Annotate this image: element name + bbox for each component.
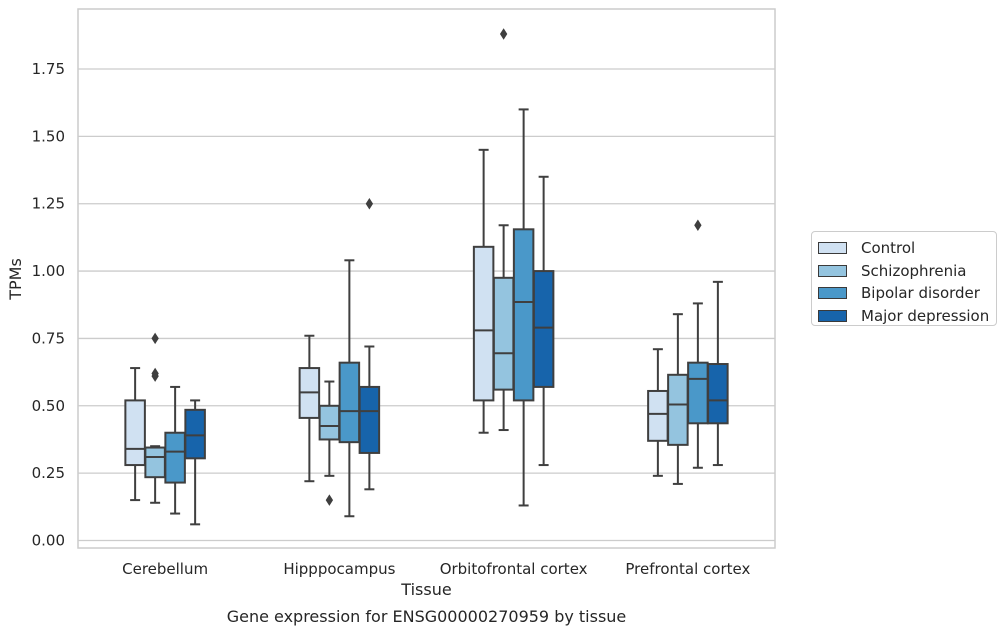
iqr-box <box>532 270 555 388</box>
box-bipolar-disorder <box>512 108 535 507</box>
box-control <box>472 148 495 434</box>
iqr-box <box>512 228 535 402</box>
y-tick-label: 0.25 <box>32 464 65 482</box>
x-tick-label: Cerebellum <box>122 560 208 578</box>
outlier-point <box>151 367 159 380</box>
x-axis-title: Tissue <box>400 580 451 599</box>
legend-item: Schizophrenia <box>818 260 996 283</box>
iqr-box <box>184 408 206 460</box>
legend-swatch <box>818 264 847 277</box>
x-tick-label: Hipppocampus <box>283 560 395 578</box>
legend-label: Bipolar disorder <box>861 284 980 303</box>
y-tick-labels: 0.00 0.25 0.50 0.75 1.00 1.25 1.50 1.75 <box>32 60 65 550</box>
box-schizophrenia <box>492 28 515 432</box>
outlier-point <box>694 219 702 232</box>
iqr-box <box>707 363 729 425</box>
y-tick-label: 0.00 <box>32 532 65 550</box>
y-tick-label: 1.75 <box>32 60 65 78</box>
iqr-box <box>492 276 515 391</box>
iqr-box <box>667 373 689 446</box>
box-control <box>647 348 669 477</box>
iqr-box <box>647 389 669 442</box>
x-tick-label: Prefrontal cortex <box>625 560 750 578</box>
outlier-point <box>151 332 159 345</box>
legend-item: Bipolar disorder <box>818 282 996 305</box>
box-control <box>298 334 321 483</box>
iqr-box <box>358 385 381 454</box>
box-major-depression <box>358 197 381 491</box>
box-groups <box>124 28 729 526</box>
box-schizophrenia <box>667 313 689 485</box>
outlier-point <box>365 197 374 210</box>
y-tick-label: 1.25 <box>32 195 65 213</box>
y-tick-label: 1.00 <box>32 262 65 280</box>
box-schizophrenia <box>144 332 166 504</box>
iqr-box <box>338 361 361 444</box>
x-tick-labels: Cerebellum Hipppocampus Orbitofrontal cort… <box>122 560 750 578</box>
iqr-box <box>318 404 341 441</box>
box-major-depression <box>532 175 555 467</box>
legend-swatch <box>818 309 847 322</box>
y-axis-title: TPMs <box>6 258 25 301</box>
box-major-depression <box>184 399 206 526</box>
legend-item: Control <box>818 237 996 260</box>
chart-title: Gene expression for ENSG00000270959 by t… <box>227 607 627 626</box>
y-tick-label: 0.50 <box>32 397 65 415</box>
box-control <box>124 367 146 502</box>
legend-item: Major depression <box>818 305 996 328</box>
box-schizophrenia <box>318 380 341 506</box>
y-tick-label: 0.75 <box>32 329 65 347</box>
legend-label: Control <box>861 239 916 258</box>
legend-label: Schizophrenia <box>861 261 967 280</box>
box-bipolar-disorder <box>687 219 709 469</box>
legend-swatch <box>818 242 847 255</box>
iqr-box <box>687 361 709 425</box>
outlier-point <box>499 28 508 40</box>
plot-area-frame <box>77 8 776 549</box>
outlier-point <box>325 494 334 506</box>
box-major-depression <box>707 280 729 467</box>
legend: Control Schizophrenia Bipolar disorder Majo… <box>811 231 997 326</box>
iqr-box <box>472 245 495 402</box>
legend-label: Major depression <box>861 306 990 325</box>
iqr-box <box>124 399 146 467</box>
y-tick-label: 1.50 <box>32 127 65 145</box>
x-tick-label: Orbitofrontal cortex <box>440 560 588 578</box>
iqr-box <box>164 431 186 484</box>
iqr-box <box>144 446 166 479</box>
legend-swatch <box>818 287 847 300</box>
box-bipolar-disorder <box>338 259 361 518</box>
